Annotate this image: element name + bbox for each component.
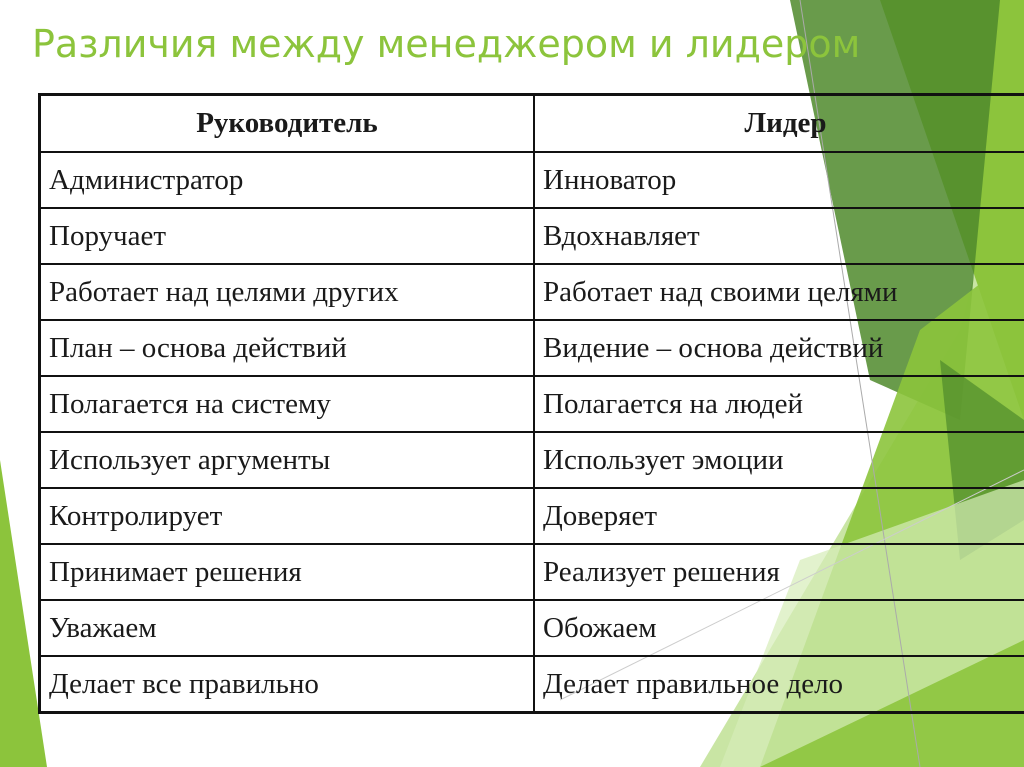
manager-cell: Использует аргументы [38, 431, 535, 489]
leader-cell: Работает над своими целями [533, 263, 1024, 321]
table-row: Уважаем Обожаем [38, 599, 1024, 657]
table-row: Использует аргументы Использует эмоции [38, 431, 1024, 489]
leader-cell: Делает правильное дело [533, 655, 1024, 714]
leader-cell: Использует эмоции [533, 431, 1024, 489]
column-header-leader: Лидер [533, 93, 1024, 153]
table-header-row: Руководитель Лидер [38, 93, 1024, 153]
table-row: План – основа действий Видение – основа д… [38, 319, 1024, 377]
table-row: Контролирует Доверяет [38, 487, 1024, 545]
leader-cell: Реализует решения [533, 543, 1024, 601]
leader-cell: Обожаем [533, 599, 1024, 657]
leader-cell: Инноватор [533, 151, 1024, 209]
table-row: Делает все правильно Делает правильное де… [38, 655, 1024, 714]
manager-cell: Принимает решения [38, 543, 535, 601]
table-row: Работает над целями других Работает над с… [38, 263, 1024, 321]
manager-cell: Уважаем [38, 599, 535, 657]
manager-cell: Полагается на систему [38, 375, 535, 433]
table-row: Поручает Вдохнавляет [38, 207, 1024, 265]
manager-cell: Работает над целями других [38, 263, 535, 321]
manager-cell: Администратор [38, 151, 535, 209]
table-row: Полагается на систему Полагается на людей [38, 375, 1024, 433]
leader-cell: Вдохнавляет [533, 207, 1024, 265]
manager-cell: Контролирует [38, 487, 535, 545]
left-green-wedge [0, 460, 47, 767]
comparison-table: Руководитель Лидер Администратор Инновато… [38, 93, 1024, 714]
manager-cell: План – основа действий [38, 319, 535, 377]
manager-cell: Делает все правильно [38, 655, 535, 714]
leader-cell: Доверяет [533, 487, 1024, 545]
leader-cell: Видение – основа действий [533, 319, 1024, 377]
table-row: Принимает решения Реализует решения [38, 543, 1024, 601]
leader-cell: Полагается на людей [533, 375, 1024, 433]
column-header-manager: Руководитель [38, 93, 535, 153]
slide-title: Различия между менеджером и лидером [32, 22, 861, 66]
table-row: Администратор Инноватор [38, 151, 1024, 209]
manager-cell: Поручает [38, 207, 535, 265]
